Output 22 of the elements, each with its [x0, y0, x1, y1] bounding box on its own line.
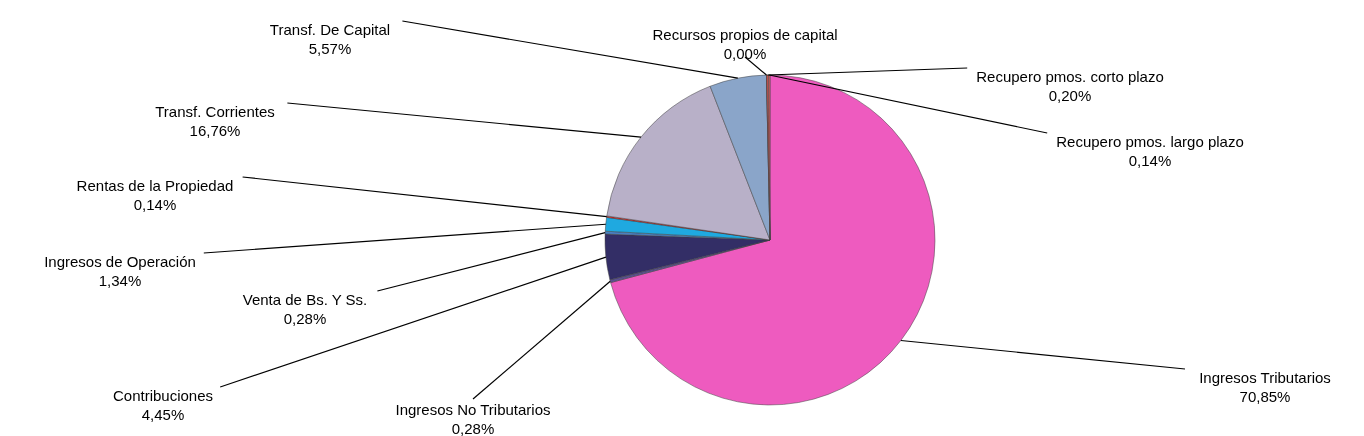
- data-label: 1,34%: [98, 272, 142, 289]
- data-label: 5,57%: [308, 40, 352, 57]
- slice-label: Rentas de la Propiedad: [76, 177, 234, 194]
- slice-label: Contribuciones: [112, 387, 214, 404]
- data-label: 0,28%: [283, 310, 327, 327]
- data-label: 0,14%: [133, 196, 177, 213]
- data-label: 0,20%: [1048, 87, 1092, 104]
- data-label: 0,14%: [1128, 152, 1172, 169]
- slice-label: Ingresos No Tributarios: [395, 401, 551, 418]
- text: 0,00%: [723, 45, 767, 62]
- slice-label: Recupero pmos. largo plazo: [1056, 133, 1244, 150]
- slice-label: Transf. Corrientes: [155, 103, 275, 120]
- slice-label: Ingresos de Operación: [44, 253, 196, 270]
- category-label: Recursos propios de capital: [652, 26, 838, 43]
- data-label: 0,28%: [451, 420, 495, 436]
- slice-label: Transf. De Capital: [269, 21, 391, 38]
- slice-label: Venta de Bs. Y Ss.: [242, 291, 368, 308]
- data-label: 70,85%: [1239, 388, 1291, 405]
- data-label: 16,76%: [189, 122, 241, 139]
- slice-label: Recupero pmos. corto plazo: [976, 68, 1164, 85]
- slice-label: Ingresos Tributarios: [1199, 369, 1331, 386]
- data-label: 4,45%: [141, 406, 185, 423]
